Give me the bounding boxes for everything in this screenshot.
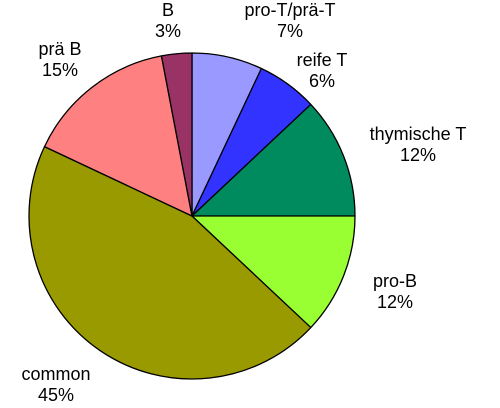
pie-slice-common xyxy=(28,145,312,380)
slice-percent-label: 6% xyxy=(309,71,335,91)
pie-slice-b xyxy=(160,52,193,217)
slice-label: prä B xyxy=(38,39,81,59)
pie-slice-prä-b xyxy=(43,55,193,217)
slice-label: thymische T xyxy=(370,124,467,144)
pie-labels: pro-T/prä-T7%reife T6%thymische T12%pro-… xyxy=(21,0,466,405)
slice-label: B xyxy=(162,0,174,20)
slice-percent-label: 3% xyxy=(155,21,181,41)
slice-label: common xyxy=(21,364,90,384)
slice-percent-label: 12% xyxy=(377,292,413,312)
slice-label: pro-T/prä-T xyxy=(244,0,335,20)
slice-percent-label: 12% xyxy=(400,145,436,165)
slice-percent-label: 7% xyxy=(277,21,303,41)
pie-slices xyxy=(28,52,356,380)
pie-slice-pro-b xyxy=(191,215,356,329)
slice-label: pro-B xyxy=(373,271,417,291)
pie-slice-thymische-t xyxy=(191,103,356,217)
slice-percent-label: 45% xyxy=(38,385,74,405)
slice-label: reife T xyxy=(297,50,348,70)
slice-percent-label: 15% xyxy=(42,60,78,80)
